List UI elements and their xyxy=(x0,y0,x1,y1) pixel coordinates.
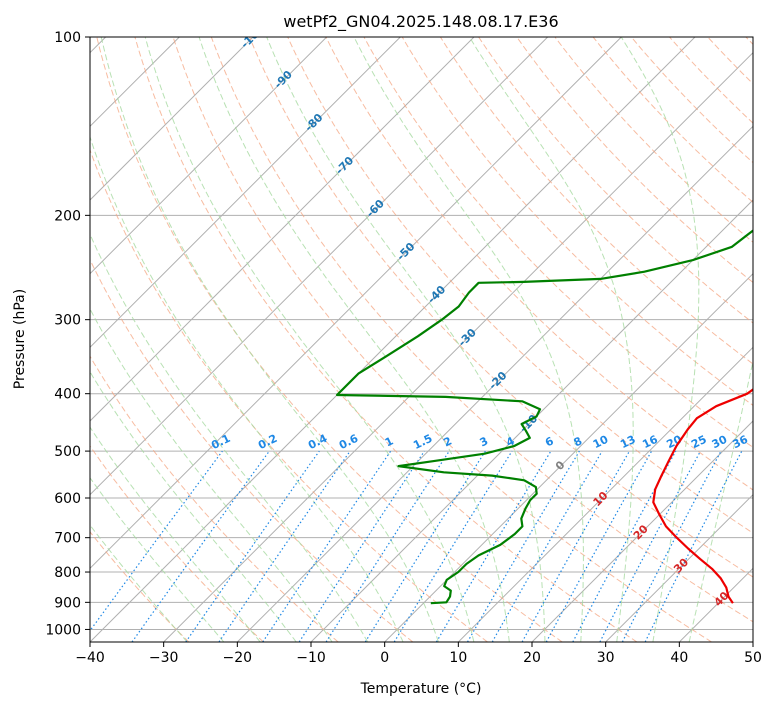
dry-adiabat xyxy=(516,37,753,284)
y-tick-label: 500 xyxy=(54,444,81,460)
dry-adiabat xyxy=(401,37,753,406)
x-tick-label: 10 xyxy=(449,650,467,666)
mixing-ratio-line xyxy=(218,450,351,642)
x-axis: −40 −30 −20 −10 0 10 20 30 40 50 xyxy=(75,642,762,666)
moist-adiabat xyxy=(198,37,510,642)
dry-adiabat xyxy=(90,531,190,642)
x-tick-label: 20 xyxy=(523,650,541,666)
mixing-ratio-label: 10 xyxy=(591,433,611,452)
moist-adiabat xyxy=(144,37,475,642)
y-axis-title: Pressure (hPa) xyxy=(12,289,28,389)
isotherm-grid xyxy=(90,37,753,642)
x-tick-label: −40 xyxy=(75,650,105,666)
mixing-ratio-line xyxy=(185,450,320,642)
isotherm-line xyxy=(90,37,254,201)
x-tick-label: −10 xyxy=(296,650,326,666)
moist-adiabat xyxy=(90,370,297,642)
dry-adiabat xyxy=(439,37,753,365)
dry-adiabat xyxy=(287,37,753,534)
dry-adiabat xyxy=(90,355,339,642)
isotherm-line xyxy=(90,37,549,496)
isotherm-line xyxy=(90,37,475,422)
mixing-ratio-line xyxy=(393,450,513,642)
moist-adiabat xyxy=(688,358,753,642)
mixing-ratio-label: 25 xyxy=(689,433,708,451)
mixing-ratio-label: 16 xyxy=(640,433,660,452)
dry-adiabat xyxy=(90,445,264,642)
dry-adiabat xyxy=(172,37,712,642)
isotherm-line xyxy=(310,199,753,642)
isotherm-line xyxy=(90,37,328,275)
mixing-ratio-line xyxy=(545,450,653,642)
mixing-ratio-label: 20 xyxy=(665,433,685,452)
y-tick-label: 900 xyxy=(54,595,81,611)
temperature-line xyxy=(652,388,753,604)
mixing-ratio-line xyxy=(262,450,392,642)
isotherm-line xyxy=(531,420,753,642)
x-tick-label: 0 xyxy=(380,650,389,666)
x-tick-label: −30 xyxy=(149,650,179,666)
isotherm-line xyxy=(384,272,753,642)
moist-adiabat xyxy=(90,476,225,642)
isotherm-line xyxy=(163,51,753,642)
mixing-ratio-label: 30 xyxy=(710,433,730,452)
y-tick-label: 300 xyxy=(54,313,81,329)
plot-background xyxy=(90,37,753,642)
chart-title: wetPf2_GN04.2025.148.08.17.E36 xyxy=(283,12,558,32)
isotherm-line xyxy=(90,37,696,642)
y-tick-label: 700 xyxy=(54,531,81,547)
moist-adiabat xyxy=(620,37,700,642)
mixing-ratio-label: 36 xyxy=(731,433,751,452)
x-tick-label: 50 xyxy=(744,650,762,666)
mixing-ratio-line xyxy=(131,450,270,642)
dry-adiabat xyxy=(325,37,753,491)
x-axis-title: Temperature (°C) xyxy=(360,681,482,697)
plot-frame xyxy=(89,36,754,643)
dry-adiabat xyxy=(249,37,753,578)
y-tick-label: 1000 xyxy=(45,622,81,638)
isotherm-line xyxy=(90,37,622,570)
mixing-ratio-line xyxy=(90,450,223,632)
y-tick-label: 200 xyxy=(54,208,81,224)
plot-area: 0.1 0.2 0.4 0.6 1 1.5 2 3 4 6 8 10 13 16 20 25 30 36-100-… xyxy=(90,37,753,642)
mixing-ratio-line xyxy=(298,450,425,642)
mixing-ratio-line xyxy=(644,450,743,642)
isotherm-line xyxy=(236,125,753,642)
y-tick-label: 600 xyxy=(54,491,81,507)
dry-adiabat xyxy=(210,37,753,623)
dewpoint-line xyxy=(335,229,753,605)
profile-lines xyxy=(335,229,753,605)
isotherm-line xyxy=(457,346,753,642)
moist-adiabat xyxy=(90,232,369,642)
moist-adiabat xyxy=(266,37,546,642)
mixing-ratio-line xyxy=(572,450,677,642)
mixing-ratio-line xyxy=(521,450,631,642)
x-tick-label: 40 xyxy=(670,650,688,666)
mixing-ratio-label: 13 xyxy=(618,433,637,451)
isotherm-line xyxy=(752,641,753,642)
dry-adiabat xyxy=(90,148,488,642)
moist-adiabat xyxy=(90,426,261,642)
isotherm-line xyxy=(605,493,753,642)
y-tick-label: 800 xyxy=(54,565,81,581)
moist-adiabat xyxy=(90,135,404,642)
x-tick-label: 30 xyxy=(597,650,615,666)
x-tick-label: −20 xyxy=(223,650,253,666)
dry-adiabat xyxy=(96,37,563,642)
moist-adiabat xyxy=(100,37,439,642)
y-axis: 100 200 300 400 500 600 700 800 900 1000 xyxy=(45,30,90,638)
mixing-ratio-lines xyxy=(90,450,743,642)
y-tick-label: 400 xyxy=(54,387,81,403)
isotherm-line xyxy=(90,37,401,349)
moist-adiabat xyxy=(90,524,188,642)
dry-adiabats xyxy=(90,37,753,642)
dry-adiabat xyxy=(134,37,638,642)
y-tick-label: 100 xyxy=(54,30,81,46)
mixing-ratio-line xyxy=(325,450,450,642)
isobar-grid xyxy=(90,37,753,630)
dry-adiabat xyxy=(90,258,414,642)
